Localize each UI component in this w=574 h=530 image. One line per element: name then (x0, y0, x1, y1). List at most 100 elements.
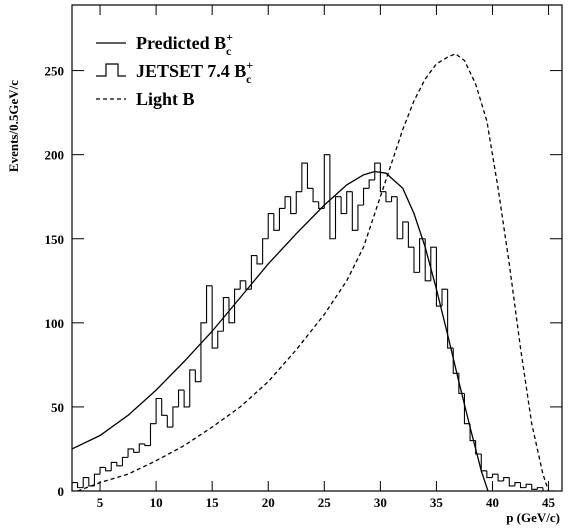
y-tick-label: 150 (45, 232, 65, 247)
legend-sub: c (226, 44, 232, 58)
histogram-bin (318, 201, 325, 210)
curve (77, 53, 550, 492)
legend-label: JETSET 7.4 B+ c (136, 58, 253, 86)
y-axis-label: Events/0.5GeV/c (6, 80, 21, 172)
legend-name: JETSET 7.4 B (136, 61, 246, 81)
histogram-bin (217, 330, 224, 349)
x-tick-label: 15 (206, 495, 220, 510)
x-tick-label: 25 (318, 495, 332, 510)
legend-label: Light B (136, 89, 195, 109)
histogram-bin (127, 448, 134, 458)
histogram-bin (239, 280, 246, 290)
y-tick-label: 50 (51, 400, 64, 415)
histogram-bin (503, 476, 510, 481)
histogram-bin (441, 288, 448, 307)
histogram-bin (278, 207, 286, 231)
histogram-bin (447, 289, 454, 349)
histogram-bin (211, 285, 218, 349)
histogram-bin (206, 285, 213, 323)
legend-sup: + (226, 30, 233, 44)
histogram-bin (110, 461, 117, 471)
histogram-bin (71, 482, 78, 491)
plot-frame (71, 4, 563, 492)
histogram-bin (82, 476, 89, 488)
histogram-bin (379, 163, 386, 193)
histogram-bin (340, 196, 347, 215)
histogram-bin (194, 369, 201, 383)
histogram-bin (430, 246, 437, 281)
x-tick-label: 5 (97, 495, 104, 510)
histogram-bin (351, 191, 358, 231)
histogram-bin (144, 443, 151, 447)
legend-symbol (96, 63, 126, 77)
histogram-bin (480, 454, 487, 472)
x-tick-label: 35 (430, 495, 444, 510)
histogram-bin (166, 415, 173, 428)
histogram-bin (452, 348, 459, 374)
histogram-bin (424, 238, 431, 282)
histogram-bin (256, 255, 263, 265)
histogram-bin (391, 196, 398, 202)
histogram-bin (497, 474, 504, 482)
histogram-bin (155, 397, 162, 424)
x-tick-label: 45 (542, 495, 556, 510)
histogram-bin (486, 470, 493, 479)
histogram-bin (290, 196, 297, 215)
histogram-bin (519, 482, 527, 489)
histogram-bin (475, 440, 482, 455)
histogram-bin (105, 467, 112, 472)
histogram-bin (200, 322, 207, 382)
y-tick-label: 100 (45, 316, 65, 331)
histogram-bin (149, 423, 157, 446)
x-tick-label: 40 (486, 495, 499, 510)
histogram-bin (234, 288, 241, 323)
y-tick-label: 200 (45, 148, 65, 163)
histogram-bin (508, 477, 515, 487)
histogram-bin (284, 196, 291, 209)
y-tick-label: 0 (58, 484, 65, 499)
histogram-bin (161, 398, 168, 416)
histogram-bin (542, 487, 549, 492)
x-axis-label: p (GeV/c) (506, 510, 560, 525)
histogram-bin (189, 369, 196, 407)
histogram-bin (116, 462, 123, 467)
histogram-bin (334, 196, 342, 239)
histogram-bin (357, 204, 364, 231)
histogram-bin (301, 162, 308, 192)
histogram-bin (138, 443, 145, 453)
histogram-bin (413, 247, 420, 273)
histogram-bin (306, 163, 314, 189)
histogram-bin (133, 448, 140, 453)
histogram-bin (250, 255, 258, 290)
legend-sub: c (246, 72, 252, 86)
histogram-bin (362, 187, 370, 206)
histogram-bin (435, 247, 443, 307)
histogram-bin (536, 487, 543, 490)
histogram-bin (531, 484, 538, 490)
legend-name: Light B (136, 89, 195, 109)
histogram-bin (407, 221, 414, 248)
histogram-bin (463, 393, 471, 425)
histogram-bin (374, 162, 381, 180)
x-tick-label: 10 (150, 495, 163, 510)
histogram-bin (93, 473, 101, 486)
histogram-bin (491, 473, 499, 478)
histogram-bin (245, 280, 252, 290)
x-tick-label: 20 (262, 495, 275, 510)
histogram-bin (121, 456, 129, 466)
histogram-bin (273, 213, 280, 231)
histogram-bin (346, 191, 353, 214)
y-tick-label: 250 (45, 64, 65, 79)
histogram-bin (267, 212, 274, 239)
histogram-bin (222, 297, 229, 332)
histogram-bin (262, 238, 269, 264)
histogram-bin (458, 373, 465, 395)
histogram-bin (228, 297, 235, 324)
histogram-bin (323, 154, 330, 209)
legend-name: Predicted B (136, 33, 226, 53)
legend-label: Predicted B+ c (136, 30, 233, 58)
histogram-bin (419, 238, 426, 273)
histogram-bin (77, 482, 84, 489)
histogram-bin (99, 466, 106, 475)
